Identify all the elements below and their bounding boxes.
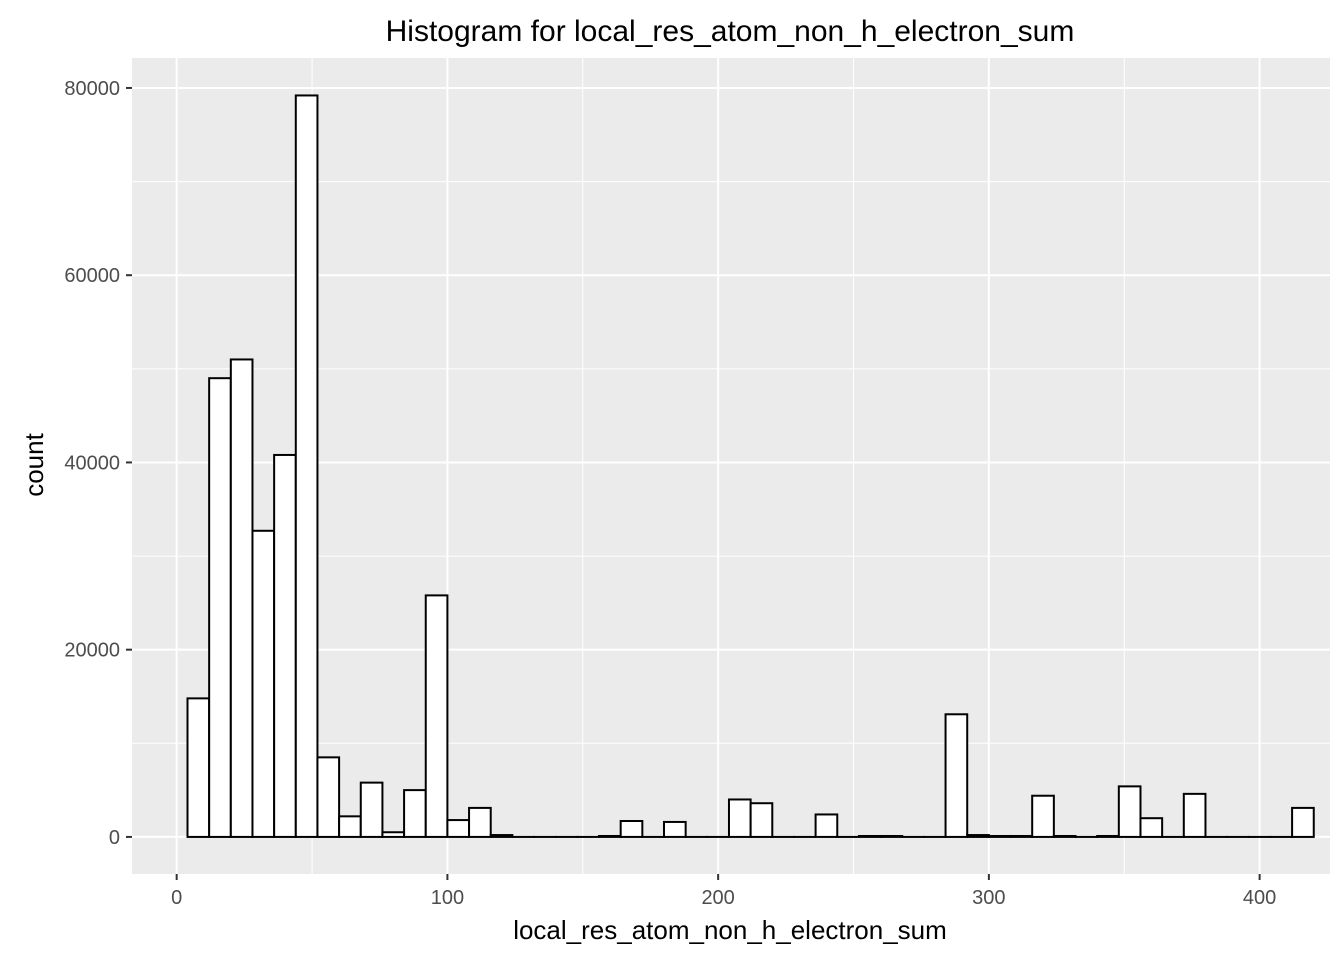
- chart-title: Histogram for local_res_atom_non_h_elect…: [386, 15, 1075, 48]
- histogram-bar: [251, 529, 276, 838]
- y-tick-label: 0: [109, 827, 120, 849]
- histogram-bar: [338, 815, 362, 838]
- plot-panel: [132, 58, 1330, 874]
- x-tick-label: 300: [972, 887, 1005, 909]
- y-tick-label: 80000: [64, 78, 120, 100]
- histogram-bar: [1052, 834, 1077, 838]
- histogram-bar: [1117, 785, 1142, 838]
- histogram-bar: [381, 831, 406, 838]
- histogram-bar: [944, 713, 969, 838]
- histogram-bar: [987, 834, 1012, 838]
- histogram-bar: [446, 819, 471, 838]
- histogram-bar: [966, 834, 990, 838]
- histogram-bar: [814, 813, 839, 838]
- x-axis-title: local_res_atom_non_h_electron_sum: [513, 915, 947, 945]
- histogram-bar: [229, 358, 254, 838]
- histogram-bar: [359, 781, 384, 838]
- histogram-bar: [316, 756, 341, 838]
- histogram-bars: [186, 94, 1315, 838]
- y-axis-ticks: 0 20000 40000 60000 80000: [64, 78, 132, 849]
- histogram-bar: [1291, 806, 1315, 838]
- y-tick-label: 60000: [64, 265, 120, 287]
- x-tick-label: 400: [1243, 887, 1276, 909]
- histogram-bar: [727, 798, 752, 838]
- histogram-bar: [1096, 834, 1120, 838]
- histogram-bar: [1182, 792, 1207, 838]
- histogram-bar: [619, 820, 644, 838]
- x-tick-label: 100: [431, 887, 464, 909]
- histogram-bar: [1009, 834, 1034, 838]
- histogram-bar: [489, 834, 514, 838]
- histogram-bar: [598, 834, 622, 838]
- histogram-bar: [424, 594, 449, 838]
- histogram-bar: [857, 834, 882, 838]
- x-axis-ticks: 0 100 200 300 400: [171, 874, 1276, 909]
- y-tick-label: 40000: [64, 452, 120, 474]
- x-tick-label: 0: [171, 887, 182, 909]
- histogram-bar: [1139, 817, 1164, 838]
- histogram-bar: [403, 789, 427, 838]
- x-tick-label: 200: [701, 887, 734, 909]
- histogram-bar: [468, 806, 492, 838]
- histogram-bar: [662, 820, 687, 838]
- histogram-bar: [208, 377, 232, 838]
- histogram-bar: [273, 453, 297, 838]
- histogram-bar: [186, 697, 211, 838]
- histogram-bar: [879, 834, 904, 838]
- y-axis-title: count: [19, 432, 49, 496]
- histogram-bar: [294, 94, 319, 838]
- histogram-bar: [1031, 794, 1055, 838]
- histogram-bar: [749, 802, 774, 838]
- y-tick-label: 20000: [64, 640, 120, 662]
